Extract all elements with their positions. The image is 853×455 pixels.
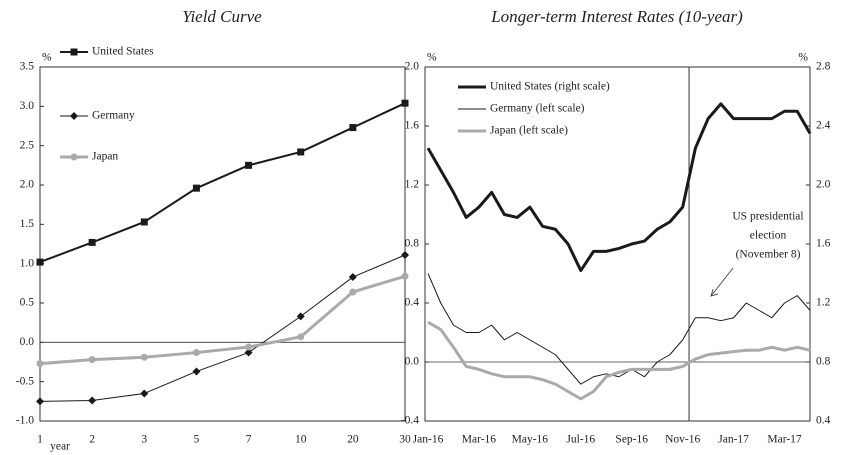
y2-tick-label: 1.6	[816, 238, 831, 250]
y2-tick-label: 2.4	[816, 120, 831, 132]
legend-marker	[70, 153, 78, 161]
legend-marker	[70, 112, 78, 120]
legend-label: Japan (left scale)	[490, 125, 568, 137]
marker	[88, 356, 96, 364]
legend-marker	[70, 48, 78, 56]
series-line	[39, 102, 406, 264]
series-line	[427, 273, 811, 385]
marker	[348, 273, 357, 282]
y2-tick-label: 0.8	[816, 356, 831, 368]
y2-tick-label: 2.0	[816, 179, 831, 191]
x-tick-label: Jan-16	[413, 434, 444, 446]
x-tick-label: May-16	[512, 434, 549, 446]
legend-label: Japan	[92, 151, 118, 163]
series-line	[426, 102, 812, 273]
marker	[140, 218, 148, 226]
y2-unit: %	[798, 52, 808, 64]
series-line	[39, 274, 406, 366]
marker	[88, 238, 96, 246]
y-tick-label: 3.0	[20, 100, 35, 112]
annotation: US presidential	[732, 211, 803, 223]
y-tick-label: -1.0	[16, 415, 34, 427]
marker	[192, 349, 200, 357]
annotation: (November 8)	[736, 249, 801, 261]
y-tick-label: -0.5	[16, 375, 34, 387]
marker	[244, 348, 253, 357]
marker	[36, 360, 44, 368]
y-tick-label: 2.5	[20, 139, 35, 151]
x-tick-label: 5	[194, 434, 200, 446]
marker	[140, 389, 149, 398]
marker	[349, 288, 357, 296]
legend-label: Germany	[92, 110, 135, 122]
plot-frame	[39, 66, 406, 422]
chart-title: Yield Curve	[182, 7, 262, 26]
marker	[401, 272, 409, 280]
marker	[140, 353, 148, 361]
y-unit: %	[427, 52, 437, 64]
marker	[245, 161, 253, 169]
marker	[297, 148, 305, 156]
y-tick-label: 1.0	[20, 257, 35, 269]
x-tick-label: 7	[246, 434, 252, 446]
x-tick-label: Jul-16	[566, 434, 595, 446]
y-tick-label: 0.4	[405, 297, 420, 309]
marker	[245, 343, 253, 351]
x-tick-label: 3	[141, 434, 147, 446]
annotation: election	[750, 230, 787, 242]
legend-label: United States	[92, 46, 154, 58]
marker	[401, 251, 409, 260]
y-tick-label: 2.0	[20, 179, 35, 191]
y-tick-label: 1.6	[405, 120, 420, 132]
x-tick-label: Nov-16	[665, 434, 700, 446]
x-tick-label: Jan-17	[718, 434, 749, 446]
y2-tick-label: 0.4	[816, 415, 831, 427]
annotation-arrowhead	[710, 288, 719, 297]
x-tick-label: 10	[295, 434, 307, 446]
marker	[192, 184, 200, 192]
marker	[88, 396, 97, 405]
y-tick-label: 2.0	[405, 61, 420, 73]
y-tick-label: 0.8	[405, 238, 420, 250]
chart-title: Longer-term Interest Rates (10-year)	[490, 7, 743, 26]
x-tick-label: 20	[347, 434, 359, 446]
marker	[36, 397, 44, 406]
marker	[296, 312, 305, 321]
y-unit: %	[42, 52, 52, 64]
marker	[297, 333, 305, 341]
x-tick-label: 1	[37, 434, 43, 446]
marker	[349, 124, 357, 132]
marker	[36, 258, 44, 266]
y2-tick-label: 2.8	[816, 61, 831, 73]
y-tick-label: 1.5	[20, 218, 35, 230]
y-tick-label: 0.5	[20, 297, 35, 309]
marker	[192, 367, 201, 376]
legend-label: Germany (left scale)	[490, 103, 585, 115]
x-axis-label: year	[50, 441, 70, 453]
x-tick-label: 2	[89, 434, 95, 446]
y2-tick-label: 1.2	[816, 297, 831, 309]
x-tick-label: Mar-16	[462, 434, 497, 446]
series-line	[39, 254, 406, 402]
x-tick-label: Mar-17	[767, 434, 802, 446]
annotation-arrow	[710, 267, 734, 297]
x-tick-label: 30	[399, 434, 411, 446]
x-tick-label: Sep-16	[615, 434, 648, 446]
y-tick-label: 0.0	[405, 356, 420, 368]
y-tick-label: -0.4	[401, 415, 419, 427]
series-line	[427, 320, 811, 401]
y-tick-label: 3.5	[20, 61, 35, 73]
legend-label: United States (right scale)	[490, 81, 610, 93]
y-tick-label: 0.0	[20, 336, 35, 348]
marker	[401, 99, 409, 107]
y-tick-label: 1.2	[405, 179, 420, 191]
